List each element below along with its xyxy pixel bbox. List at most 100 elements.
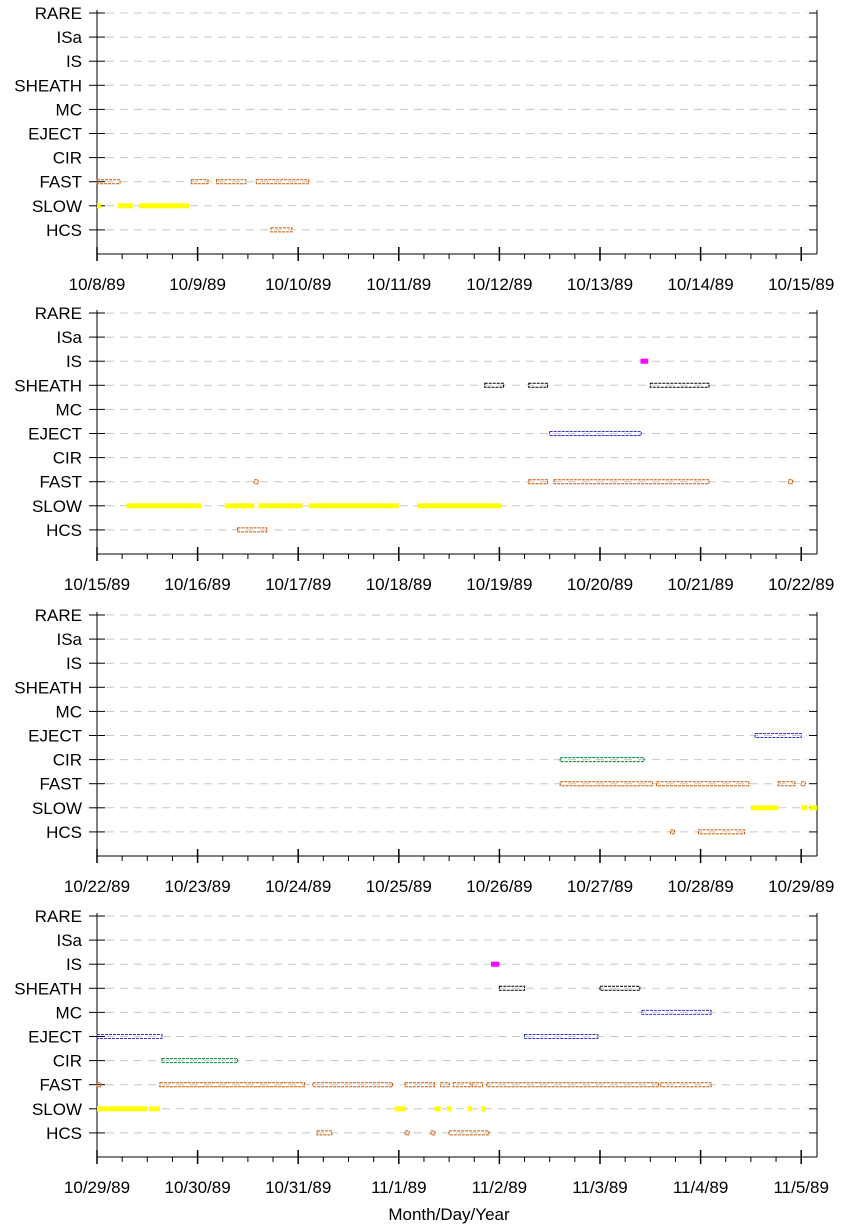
interval-slow bbox=[750, 805, 779, 811]
interval-slow bbox=[138, 203, 190, 209]
interval-slow bbox=[258, 503, 303, 509]
interval-eject bbox=[754, 733, 802, 738]
x-tick-label: 10/27/89 bbox=[567, 877, 633, 896]
y-tick-label-mc: MC bbox=[56, 100, 82, 119]
y-tick-label-fast: FAST bbox=[39, 1076, 82, 1095]
interval-hcs bbox=[404, 1130, 410, 1136]
x-tick-label: 10/29/89 bbox=[64, 1178, 130, 1197]
y-tick-label-isa: ISa bbox=[56, 328, 82, 347]
interval-hcs bbox=[448, 1130, 490, 1136]
interval-is bbox=[491, 961, 500, 967]
interval-slow bbox=[809, 805, 817, 811]
interval-fast bbox=[656, 781, 750, 787]
y-tick-label-cir: CIR bbox=[53, 751, 82, 770]
y-tick-label-hcs: HCS bbox=[46, 1124, 82, 1143]
y-tick-label-mc: MC bbox=[56, 702, 82, 721]
y-tick-label-isa: ISa bbox=[56, 931, 82, 950]
interval-eject bbox=[549, 431, 642, 436]
interval-eject bbox=[524, 1034, 599, 1039]
y-tick-label-sheath: SHEATH bbox=[14, 678, 82, 697]
interval-slow bbox=[467, 1106, 473, 1112]
interval-fast bbox=[486, 1082, 660, 1088]
x-tick-label: 10/15/89 bbox=[64, 575, 130, 594]
interval-slow bbox=[447, 1106, 452, 1112]
y-tick-label-rare: RARE bbox=[35, 606, 82, 625]
interval-cir bbox=[161, 1058, 238, 1064]
y-tick-label-isa: ISa bbox=[56, 630, 82, 649]
x-tick-label: 10/28/89 bbox=[668, 877, 734, 896]
interval-fast bbox=[452, 1082, 471, 1088]
y-tick-label-cir: CIR bbox=[53, 449, 82, 468]
y-tick-label-is: IS bbox=[66, 52, 82, 71]
interval-eject bbox=[96, 1034, 163, 1039]
interval-cir bbox=[559, 757, 645, 763]
interval-slow bbox=[149, 1106, 160, 1112]
interval-fast bbox=[553, 479, 710, 485]
x-tick-label: 11/2/89 bbox=[472, 1178, 527, 1197]
y-tick-label-is: IS bbox=[66, 352, 82, 371]
y-tick-label-cir: CIR bbox=[53, 1052, 82, 1071]
interval-fast bbox=[404, 1082, 435, 1088]
x-tick-label: 10/12/89 bbox=[466, 275, 532, 294]
interval-slow bbox=[97, 203, 101, 209]
x-tick-label: 10/11/89 bbox=[366, 275, 431, 294]
y-tick-label-rare: RARE bbox=[35, 304, 82, 323]
x-tick-label: 10/25/89 bbox=[366, 877, 432, 896]
interval-fast bbox=[440, 1082, 450, 1088]
interval-slow bbox=[434, 1106, 441, 1112]
x-tick-label: 10/20/89 bbox=[567, 575, 633, 594]
interval-hcs bbox=[670, 829, 676, 835]
interval-is bbox=[640, 358, 649, 364]
interval-fast bbox=[660, 1082, 712, 1088]
x-tick-label: 10/10/89 bbox=[265, 275, 331, 294]
interval-slow bbox=[97, 1106, 148, 1112]
interval-fast bbox=[528, 479, 549, 485]
interval-hcs bbox=[316, 1130, 333, 1136]
y-tick-label-fast: FAST bbox=[39, 473, 82, 492]
x-tick-label: 10/30/89 bbox=[165, 1178, 231, 1197]
x-tick-label: 11/3/89 bbox=[572, 1178, 627, 1197]
x-tick-label: 10/24/89 bbox=[265, 877, 331, 896]
interval-fast bbox=[777, 781, 796, 787]
interval-fast bbox=[159, 1082, 305, 1088]
interval-sheath bbox=[599, 985, 641, 991]
interval-fast bbox=[800, 781, 806, 787]
x-tick-label: 11/4/89 bbox=[673, 1178, 728, 1197]
interval-fast bbox=[96, 1082, 102, 1088]
panel-1: RARE ISa IS SHEATH MC EJECT CIR FAST SLOW HCS 10/8… bbox=[14, 4, 834, 294]
panel-2: RARE ISa IS SHEATH MC EJECT CIR FAST SLOW HCS 10/1… bbox=[14, 304, 834, 594]
x-tick-label: 10/21/89 bbox=[668, 575, 734, 594]
x-tick-label: 10/8/89 bbox=[69, 275, 126, 294]
y-tick-label-hcs: HCS bbox=[46, 521, 82, 540]
y-tick-label-eject: EJECT bbox=[28, 1028, 82, 1047]
y-tick-label-slow: SLOW bbox=[32, 197, 82, 216]
panel-4: RARE ISa IS SHEATH MC EJECT CIR FAST SLOW HCS 10/2… bbox=[14, 907, 829, 1197]
y-tick-label-rare: RARE bbox=[35, 4, 82, 23]
interval-slow bbox=[126, 503, 202, 509]
y-tick-label-hcs: HCS bbox=[46, 823, 82, 842]
interval-hcs bbox=[430, 1130, 436, 1136]
x-tick-label: 10/16/89 bbox=[165, 575, 231, 594]
x-tick-label: 10/18/89 bbox=[366, 575, 432, 594]
y-tick-label-eject: EJECT bbox=[28, 125, 82, 144]
x-tick-label: 10/29/89 bbox=[768, 877, 834, 896]
interval-slow bbox=[801, 805, 808, 811]
x-tick-label: 10/19/89 bbox=[466, 575, 532, 594]
interval-hcs bbox=[236, 527, 268, 533]
interval-slow bbox=[481, 1106, 486, 1112]
interval-slow bbox=[117, 203, 133, 209]
interval-slow bbox=[308, 503, 399, 509]
interval-fast bbox=[253, 479, 259, 485]
x-tick-label: 10/31/89 bbox=[265, 1178, 331, 1197]
y-tick-label-slow: SLOW bbox=[32, 497, 82, 516]
interval-fast bbox=[190, 179, 209, 185]
y-tick-label-sheath: SHEATH bbox=[14, 76, 82, 95]
interval-hcs bbox=[698, 829, 746, 835]
interval-fast bbox=[471, 1082, 484, 1088]
interval-fast bbox=[215, 179, 247, 185]
interval-fast bbox=[312, 1082, 394, 1088]
x-tick-label: 11/1/89 bbox=[371, 1178, 426, 1197]
y-tick-label-slow: SLOW bbox=[32, 799, 82, 818]
